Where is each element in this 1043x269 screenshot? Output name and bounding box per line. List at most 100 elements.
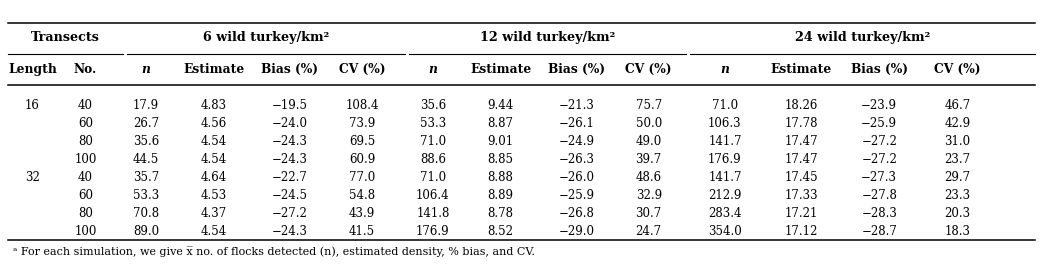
Text: n: n (721, 63, 729, 76)
Text: 8.88: 8.88 (488, 171, 513, 184)
Text: 4.37: 4.37 (200, 207, 227, 220)
Text: 77.0: 77.0 (348, 171, 375, 184)
Text: 24 wild turkey/km²: 24 wild turkey/km² (795, 31, 930, 44)
Text: 29.7: 29.7 (944, 171, 971, 184)
Text: 39.7: 39.7 (635, 153, 662, 166)
Text: −24.9: −24.9 (559, 135, 595, 148)
Text: 40: 40 (78, 99, 93, 112)
Text: 71.0: 71.0 (711, 99, 738, 112)
Text: CV (%): CV (%) (339, 63, 385, 76)
Text: 20.3: 20.3 (944, 207, 971, 220)
Text: −26.3: −26.3 (559, 153, 595, 166)
Text: 16: 16 (25, 99, 40, 112)
Text: Bias (%): Bias (%) (262, 63, 318, 76)
Text: 4.54: 4.54 (200, 153, 227, 166)
Text: 41.5: 41.5 (348, 225, 375, 238)
Text: 48.6: 48.6 (635, 171, 662, 184)
Text: 17.45: 17.45 (784, 171, 818, 184)
Text: 8.87: 8.87 (488, 117, 513, 130)
Text: 23.7: 23.7 (944, 153, 971, 166)
Text: 4.83: 4.83 (200, 99, 227, 112)
Text: 141.7: 141.7 (708, 171, 742, 184)
Text: 176.9: 176.9 (416, 225, 450, 238)
Text: 17.78: 17.78 (784, 117, 818, 130)
Text: 73.9: 73.9 (348, 117, 375, 130)
Text: −27.2: −27.2 (862, 153, 897, 166)
Text: ᵃ For each simulation, we give x̅ no. of flocks detected (n), estimated density,: ᵃ For each simulation, we give x̅ no. of… (13, 246, 534, 257)
Text: No.: No. (74, 63, 97, 76)
Text: −27.8: −27.8 (862, 189, 897, 202)
Text: 53.3: 53.3 (419, 117, 446, 130)
Text: Estimate: Estimate (470, 63, 531, 76)
Text: −26.8: −26.8 (559, 207, 595, 220)
Text: 212.9: 212.9 (708, 189, 742, 202)
Text: 69.5: 69.5 (348, 135, 375, 148)
Text: −24.3: −24.3 (272, 225, 308, 238)
Text: Length: Length (8, 63, 56, 76)
Text: 42.9: 42.9 (944, 117, 971, 130)
Text: 17.21: 17.21 (784, 207, 818, 220)
Text: 141.7: 141.7 (708, 135, 742, 148)
Text: 35.7: 35.7 (132, 171, 160, 184)
Text: 4.53: 4.53 (200, 189, 227, 202)
Text: −28.3: −28.3 (862, 207, 897, 220)
Text: 32: 32 (25, 171, 40, 184)
Text: 60: 60 (78, 189, 93, 202)
Text: 8.85: 8.85 (488, 153, 513, 166)
Text: Bias (%): Bias (%) (851, 63, 907, 76)
Text: 71.0: 71.0 (419, 171, 446, 184)
Text: 18.3: 18.3 (945, 225, 970, 238)
Text: −24.5: −24.5 (272, 189, 308, 202)
Text: −28.7: −28.7 (862, 225, 897, 238)
Text: Estimate: Estimate (771, 63, 831, 76)
Text: 30.7: 30.7 (635, 207, 662, 220)
Text: 354.0: 354.0 (708, 225, 742, 238)
Text: 70.8: 70.8 (132, 207, 160, 220)
Text: −29.0: −29.0 (559, 225, 595, 238)
Text: Bias (%): Bias (%) (549, 63, 605, 76)
Text: 88.6: 88.6 (420, 153, 445, 166)
Text: 35.6: 35.6 (132, 135, 160, 148)
Text: 89.0: 89.0 (132, 225, 160, 238)
Text: 46.7: 46.7 (944, 99, 971, 112)
Text: 26.7: 26.7 (132, 117, 160, 130)
Text: 9.01: 9.01 (487, 135, 514, 148)
Text: 60: 60 (78, 117, 93, 130)
Text: 23.3: 23.3 (944, 189, 971, 202)
Text: 44.5: 44.5 (132, 153, 160, 166)
Text: 49.0: 49.0 (635, 135, 662, 148)
Text: 18.26: 18.26 (784, 99, 818, 112)
Text: 4.54: 4.54 (200, 135, 227, 148)
Text: 17.33: 17.33 (784, 189, 818, 202)
Text: 17.12: 17.12 (784, 225, 818, 238)
Text: 24.7: 24.7 (635, 225, 662, 238)
Text: 71.0: 71.0 (419, 135, 446, 148)
Text: 176.9: 176.9 (708, 153, 742, 166)
Text: Estimate: Estimate (184, 63, 244, 76)
Text: n: n (429, 63, 437, 76)
Text: 4.54: 4.54 (200, 225, 227, 238)
Text: 31.0: 31.0 (944, 135, 971, 148)
Text: 50.0: 50.0 (635, 117, 662, 130)
Text: −25.9: −25.9 (862, 117, 897, 130)
Text: 80: 80 (78, 135, 93, 148)
Text: −25.9: −25.9 (559, 189, 595, 202)
Text: 75.7: 75.7 (635, 99, 662, 112)
Text: 100: 100 (74, 153, 97, 166)
Text: −19.5: −19.5 (272, 99, 308, 112)
Text: 283.4: 283.4 (708, 207, 742, 220)
Text: 9.44: 9.44 (487, 99, 514, 112)
Text: 32.9: 32.9 (635, 189, 662, 202)
Text: CV (%): CV (%) (626, 63, 672, 76)
Text: −26.0: −26.0 (559, 171, 595, 184)
Text: 106.4: 106.4 (416, 189, 450, 202)
Text: −21.3: −21.3 (559, 99, 595, 112)
Text: −24.3: −24.3 (272, 153, 308, 166)
Text: 106.3: 106.3 (708, 117, 742, 130)
Text: 108.4: 108.4 (345, 99, 379, 112)
Text: Transects: Transects (31, 31, 100, 44)
Text: −26.1: −26.1 (559, 117, 595, 130)
Text: −27.2: −27.2 (862, 135, 897, 148)
Text: 6 wild turkey/km²: 6 wild turkey/km² (202, 31, 330, 44)
Text: −27.3: −27.3 (862, 171, 897, 184)
